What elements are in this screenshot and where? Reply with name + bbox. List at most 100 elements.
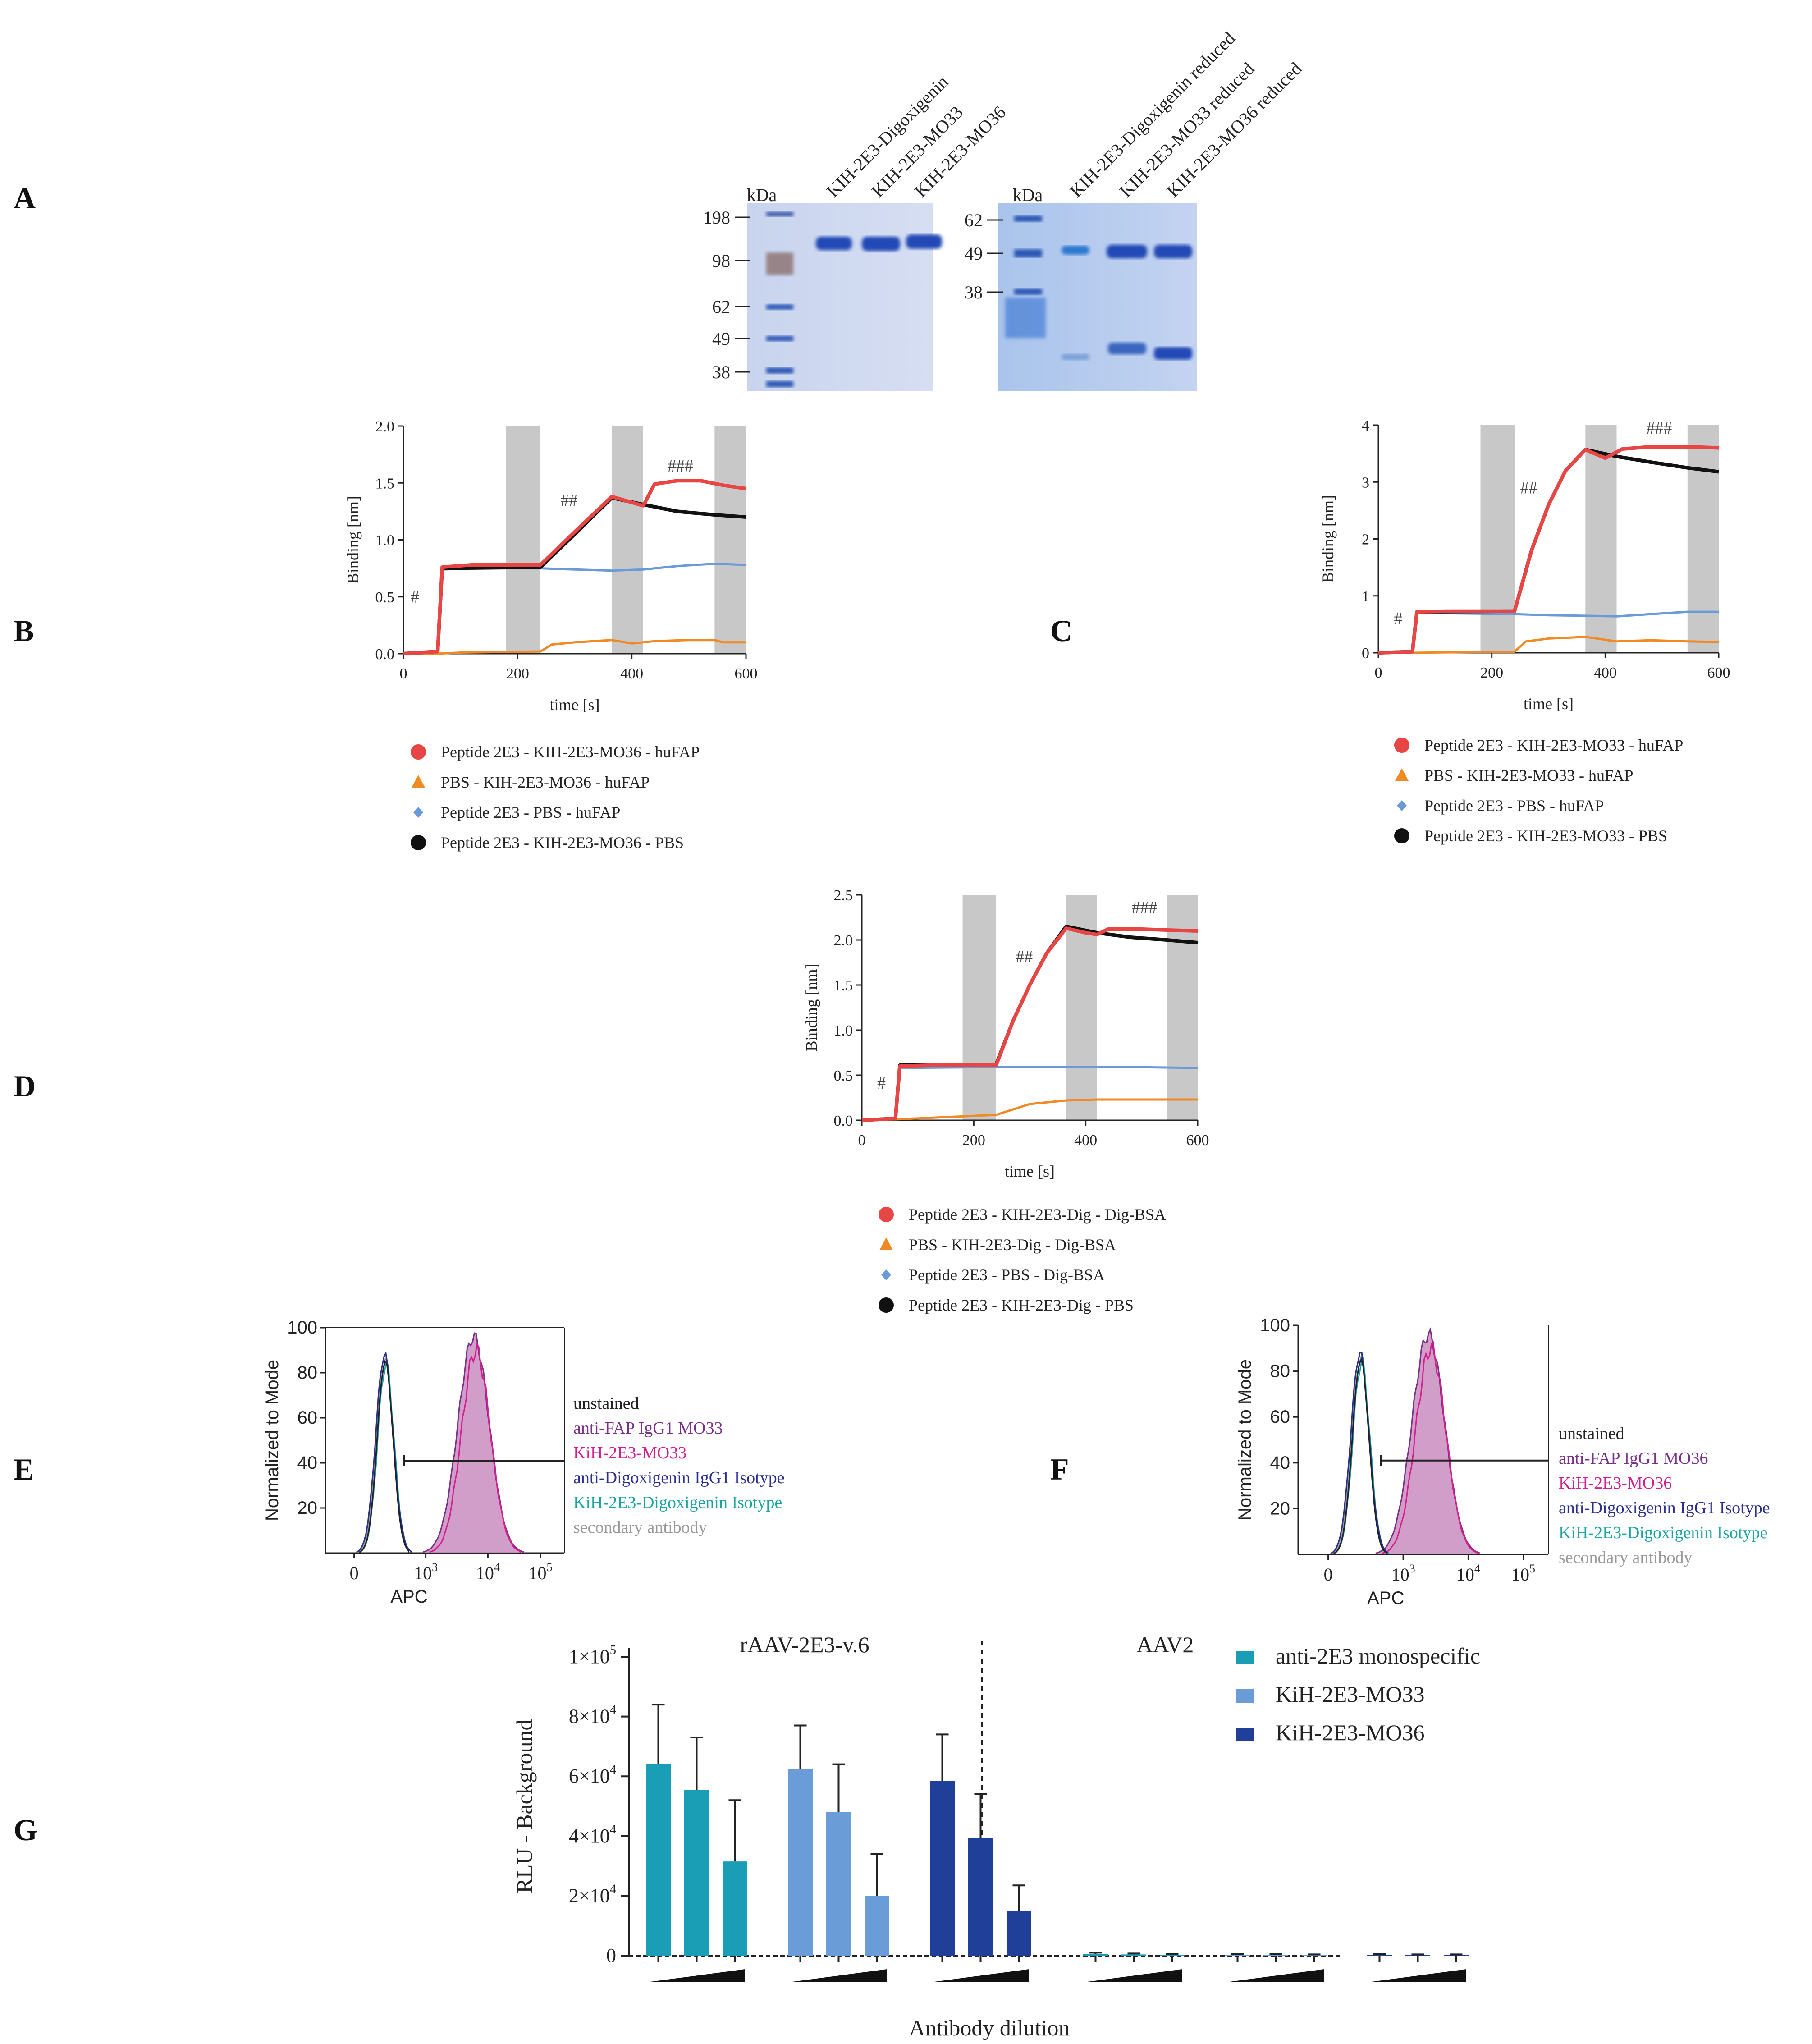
x-tick-label: 400 [1074,1132,1097,1149]
bli-plot-b: 0.0 0.5 1.0 1.5 2.0 0 200 400 600 time [s] Binding… [344,418,758,852]
legend-swatch [1236,1651,1254,1664]
ladder-band [1014,249,1042,257]
series-line-1 [403,639,746,655]
panel-label-e: E [14,1452,34,1486]
x-tick-label: 0 [1324,1564,1333,1585]
x-tick-label: 600 [735,665,758,682]
legend-label: Peptide 2E3 - KIH-2E3-MO33 - huFAP [1424,736,1683,754]
bar [1007,1911,1031,1956]
x-tick-label: 0 [858,1132,866,1149]
ladder-band [766,381,793,387]
group-title: AAV2 [1137,1632,1194,1657]
x-axis-label: APC [390,1587,427,1607]
panel-label-a: A [14,181,36,215]
marker-62: 62 [712,297,730,317]
legend-label: Peptide 2E3 - KIH-2E3-MO33 - PBS [1424,827,1667,845]
annotation: ## [1520,479,1537,498]
y-axis-label: Binding [nm] [1319,495,1337,583]
histogram-anti-fap [1375,1327,1480,1555]
y-tick-label: 2×104 [569,1883,616,1907]
y-tick-label: 4 [1362,417,1369,434]
legend-label: anti-FAP IgG1 MO33 [573,1419,723,1438]
histogram-unstained [359,1360,410,1554]
histogram-secondary [1332,1353,1390,1555]
bar [930,1781,955,1956]
ladder-band [1014,289,1042,295]
y-tick-label: 2 [1362,532,1369,548]
legend-label: unstained [1559,1424,1624,1443]
y-tick-label: 40 [1270,1453,1290,1473]
x-tick-label: 0 [400,665,407,682]
annotation: ## [1016,948,1033,967]
annotation: # [411,587,419,606]
x-tick-label: 200 [506,665,529,682]
x-tick-label: 105 [1511,1562,1535,1585]
series-line-3 [403,496,746,655]
legend-label: KiH-2E3-Digoxigenin Isotype [573,1493,782,1512]
y-tick-label: 60 [297,1408,318,1428]
panel-label-f: F [1050,1452,1069,1486]
legend-label: anti-FAP IgG1 MO36 [1559,1449,1708,1468]
legend-swatch [1236,1728,1254,1741]
legend-label: anti-Digoxigenin IgG1 Isotype [573,1468,785,1487]
gel-band [1062,354,1089,360]
x-tick-label: 103 [414,1561,438,1583]
series-line-0 [861,926,1198,1122]
histogram-secondary [357,1357,412,1554]
legend-label: secondary antibody [1559,1548,1693,1567]
y-tick-label: 80 [1270,1361,1290,1381]
panel-label-c: C [1050,614,1073,648]
x-tick-label: 200 [962,1132,985,1149]
x-tick-label: 0 [1375,665,1382,681]
ladder-band [766,336,793,341]
histogram-anti-dig-isotype [1330,1352,1388,1555]
bar [1121,1954,1146,1956]
gel-right-image [998,203,1197,391]
annotation: ### [1646,419,1672,438]
bar [1225,1955,1250,1956]
ladder-band [766,252,793,275]
bar [1367,1955,1392,1956]
bar [684,1790,709,1956]
bar [788,1769,813,1956]
legend-label: KiH-2E3-MO33 [1276,1682,1425,1707]
legend-marker [879,1297,894,1313]
x-tick-label: 105 [529,1561,553,1583]
marker-98: 98 [712,251,730,271]
legend-marker [411,744,426,760]
x-tick-label: 600 [1707,665,1730,681]
marker-38: 38 [712,362,730,382]
y-tick-label: 0.5 [375,589,395,606]
y-tick-label: 0.0 [375,646,395,663]
y-tick-label: 0.5 [834,1068,853,1084]
y-tick-label: 40 [297,1453,318,1473]
y-tick-label: 3 [1362,474,1369,491]
bar [1302,1955,1327,1956]
x-axis-label: time [s] [1005,1162,1055,1180]
histogram-anti-dig-isotype [356,1351,412,1554]
dilution-wedge [1088,1969,1182,1982]
legend-label: secondary antibody [573,1518,707,1537]
gel-band [906,234,942,249]
shaded-phase [506,426,540,654]
marker-62: 62 [965,210,983,230]
shaded-phase [612,426,643,654]
legend-label: KiH-2E3-MO33 [573,1444,686,1462]
legend-label: Peptide 2E3 - KIH-2E3-MO36 - huFAP [441,743,700,761]
group-title: rAAV-2E3-v.6 [740,1632,869,1657]
series-line-1 [1378,636,1719,654]
histogram-kih-mo [429,1343,521,1554]
y-tick-label: 100 [1260,1315,1290,1335]
gel-right-lane-labels: KIH-2E3-Digoxigenin reduced KIH-2E3-MO33… [1066,28,1306,201]
y-tick-label: 2.0 [375,418,395,435]
series-line-1 [861,1098,1198,1122]
dilution-wedge [792,1969,887,1982]
gel-band [1062,246,1089,255]
bar [968,1838,993,1956]
y-tick-label: 2.0 [834,932,853,949]
legend-label: KiH-2E3-MO36 [1276,1720,1425,1745]
y-axis-label: Binding [nm] [344,496,362,584]
ladder-band [766,212,793,216]
y-axis-label: RLU - Background [512,1719,537,1893]
gel-right-ladder [1005,215,1046,338]
